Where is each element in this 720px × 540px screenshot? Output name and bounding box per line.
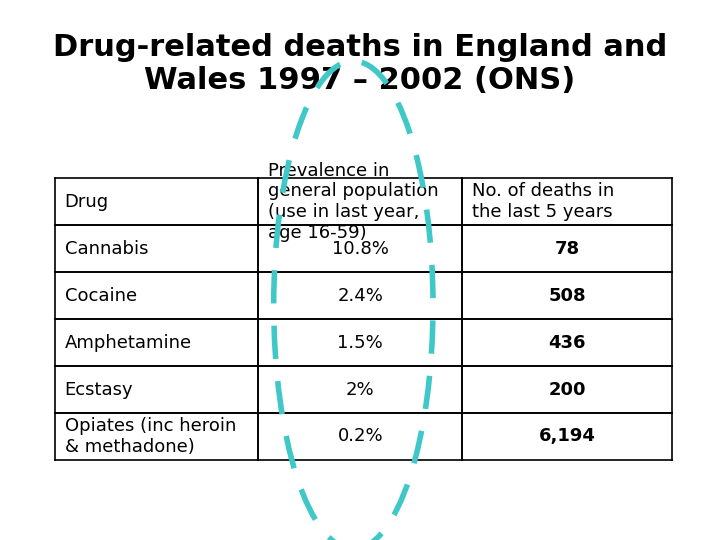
Text: Cannabis: Cannabis (65, 240, 148, 258)
Text: 436: 436 (548, 334, 586, 352)
Text: Cocaine: Cocaine (65, 287, 137, 305)
Text: 0.2%: 0.2% (338, 428, 383, 445)
Text: 2%: 2% (346, 381, 374, 399)
Text: 10.8%: 10.8% (332, 240, 389, 258)
Text: Drug: Drug (65, 193, 109, 211)
Text: 78: 78 (554, 240, 580, 258)
Text: 200: 200 (548, 381, 586, 399)
Text: Ecstasy: Ecstasy (65, 381, 133, 399)
Text: Prevalence in
general population
(use in last year,
age 16-59): Prevalence in general population (use in… (269, 161, 439, 242)
Text: Amphetamine: Amphetamine (65, 334, 192, 352)
Text: No. of deaths in
the last 5 years: No. of deaths in the last 5 years (472, 183, 614, 221)
Text: Opiates (inc heroin
& methadone): Opiates (inc heroin & methadone) (65, 417, 236, 456)
Text: 2.4%: 2.4% (337, 287, 383, 305)
Text: 6,194: 6,194 (539, 428, 595, 445)
Text: 1.5%: 1.5% (338, 334, 383, 352)
Text: Drug-related deaths in England and
Wales 1997 – 2002 (ONS): Drug-related deaths in England and Wales… (53, 33, 667, 96)
Text: 508: 508 (548, 287, 586, 305)
